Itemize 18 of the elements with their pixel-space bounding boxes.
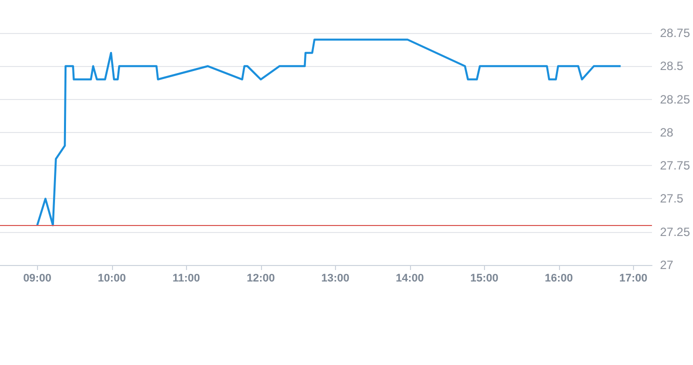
x-tick-label: 12:00: [246, 272, 275, 284]
y-tick-label: 28.25: [660, 92, 690, 106]
y-tick-label: 27.75: [660, 158, 690, 173]
x-tick-label: 13:00: [321, 272, 350, 284]
x-tick-label: 11:00: [172, 272, 200, 284]
y-tick-label: 28.75: [660, 26, 690, 40]
y-tick-label: 27.5: [660, 192, 684, 206]
line-series: [36, 38, 622, 226]
x-tick-label: 10:00: [98, 272, 126, 284]
x-tick-label: 15:00: [470, 272, 498, 284]
x-tick-label: 09:00: [23, 272, 52, 284]
x-tick-label: 14:00: [396, 272, 424, 284]
y-tick-label: 27: [660, 258, 674, 272]
y-tick-label: 28: [660, 125, 674, 140]
x-tick-label: 16:00: [544, 272, 573, 284]
y-tick-label: 28.5: [660, 59, 684, 74]
x-tick-label: 17:00: [619, 272, 648, 284]
y-tick-label: 27.25: [660, 224, 690, 239]
